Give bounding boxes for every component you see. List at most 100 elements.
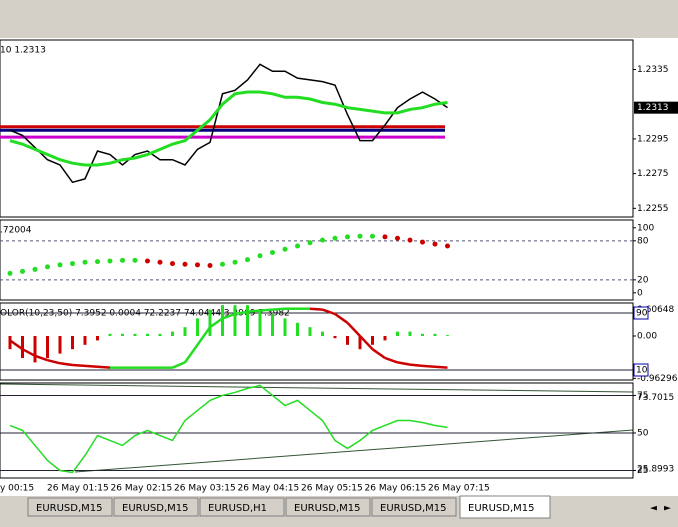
dot xyxy=(220,261,225,267)
dot xyxy=(295,243,300,249)
signal-segment xyxy=(97,365,111,369)
level-label: 10 xyxy=(636,366,648,376)
extreme-label: 25.8993 xyxy=(637,465,674,475)
signal-segment xyxy=(234,310,248,316)
y-tick-label: 1.2335 xyxy=(637,65,669,75)
histogram-bar xyxy=(296,322,299,336)
dot xyxy=(395,235,400,241)
dot xyxy=(70,261,75,267)
time-label: y 00:15 xyxy=(0,484,34,494)
histogram-bar xyxy=(196,318,199,336)
dot xyxy=(407,237,413,243)
extreme-label: 73.7015 xyxy=(637,393,674,403)
panel-frame xyxy=(0,382,634,479)
dot xyxy=(270,250,275,256)
tab-label: EURUSD,M15 xyxy=(380,503,446,514)
dot xyxy=(432,241,438,247)
histogram-bar xyxy=(158,333,162,336)
tab-background xyxy=(27,497,113,517)
dot xyxy=(420,239,425,245)
tab-scroll-right[interactable]: ► xyxy=(664,504,671,514)
dot xyxy=(145,258,150,264)
histogram-bar xyxy=(271,314,274,336)
y-tick-label: 0 xyxy=(637,288,643,298)
histogram-bar xyxy=(446,335,449,336)
signal-segment xyxy=(359,335,374,351)
series-line xyxy=(9,90,448,167)
y-tick-label: 0.00 xyxy=(637,332,657,342)
signal-segment xyxy=(196,326,212,346)
histogram-bar xyxy=(221,305,224,336)
dot xyxy=(232,259,238,265)
dot xyxy=(357,233,363,239)
histogram-bar xyxy=(71,336,74,350)
tab-scroll-left[interactable]: ◄ xyxy=(650,504,657,514)
time-label: 26 May 04:15 xyxy=(238,484,300,494)
dot xyxy=(170,261,175,267)
level-label: 90 xyxy=(636,309,648,319)
y-tick-label: 75 xyxy=(637,391,648,401)
time-label: 26 May 03:15 xyxy=(174,484,236,494)
tab[interactable]: EURUSD,M15 xyxy=(459,495,551,519)
tab-background xyxy=(285,497,371,517)
histogram-bar xyxy=(383,336,387,341)
histogram-bar xyxy=(183,327,187,336)
tab[interactable]: EURUSD,M15 xyxy=(371,497,457,517)
tab-background xyxy=(459,495,551,519)
tab[interactable]: EURUSD,M15 xyxy=(113,497,199,517)
histogram-bar xyxy=(171,331,174,336)
chart-background xyxy=(0,38,678,496)
tab-label: EURUSD,H1 xyxy=(208,503,267,514)
time-label: 26 May 05:15 xyxy=(301,484,363,494)
tab-background xyxy=(113,497,199,517)
trend-line xyxy=(74,429,634,473)
signal-segment xyxy=(409,363,423,368)
histogram-bar xyxy=(46,336,49,358)
time-label: 26 May 02:15 xyxy=(111,484,173,494)
dot xyxy=(245,257,250,263)
dot xyxy=(32,266,38,272)
signal-segment xyxy=(183,344,199,364)
signal-segment xyxy=(59,362,73,367)
signal-segment xyxy=(209,317,224,329)
dot xyxy=(445,243,450,249)
dot xyxy=(195,262,200,268)
histogram-bar xyxy=(58,336,62,354)
tab-label: EURUSD,M15 xyxy=(294,503,360,514)
tab-label: EURUSD,M15 xyxy=(122,503,188,514)
y-tick-label: 100 xyxy=(637,223,654,233)
histogram-bar xyxy=(208,309,212,336)
dot xyxy=(120,257,125,263)
tab[interactable]: EURUSD,M15 xyxy=(27,497,113,517)
dot xyxy=(307,240,313,246)
signal-segment xyxy=(84,364,98,369)
signal-segment xyxy=(21,348,36,357)
histogram-bar xyxy=(396,331,399,336)
tab-background xyxy=(199,497,285,517)
y-tick-label: 1.2295 xyxy=(637,134,669,144)
tab-label: EURUSD,M15 xyxy=(468,503,534,514)
tab[interactable]: EURUSD,M15 xyxy=(285,497,371,517)
signal-segment xyxy=(9,339,24,351)
histogram-bar xyxy=(83,336,87,345)
panel-frame xyxy=(0,219,634,301)
tab-label: EURUSD,M15 xyxy=(36,503,102,514)
signal-segment xyxy=(334,312,349,324)
level-box xyxy=(633,363,649,377)
histogram-bar xyxy=(233,305,237,336)
y-tick-label: 80 xyxy=(637,236,649,246)
dot xyxy=(257,253,263,259)
histogram-bar xyxy=(371,336,374,345)
signal-segment xyxy=(34,354,48,362)
signal-segment xyxy=(272,307,286,311)
tab[interactable]: EURUSD,H1 xyxy=(199,497,285,517)
y-tick-label: -0.96296 xyxy=(637,374,678,384)
histogram-bar xyxy=(146,333,149,336)
signal-segment xyxy=(259,308,273,312)
dot xyxy=(20,268,25,274)
dot xyxy=(132,257,138,263)
y-tick-label: 20 xyxy=(637,275,649,285)
dot xyxy=(320,237,325,243)
histogram-bar xyxy=(258,309,262,336)
